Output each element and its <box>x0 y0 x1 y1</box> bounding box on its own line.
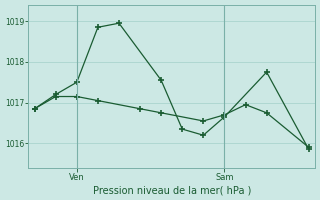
X-axis label: Pression niveau de la mer( hPa ): Pression niveau de la mer( hPa ) <box>92 185 251 195</box>
